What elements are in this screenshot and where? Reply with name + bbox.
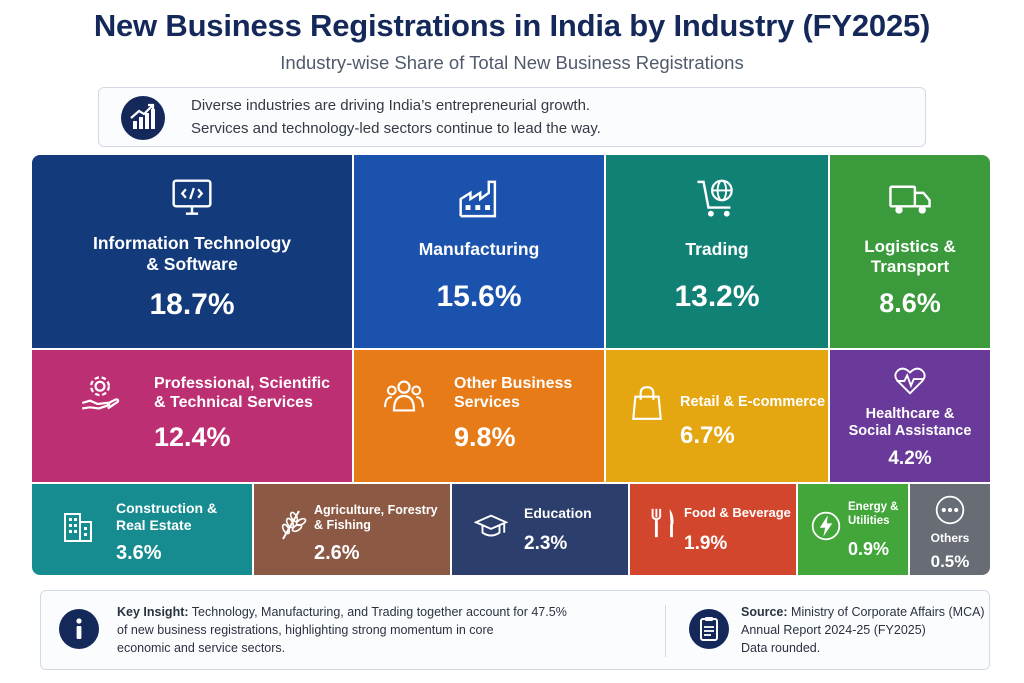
code-monitor-icon bbox=[170, 177, 214, 221]
tile-label: Information Technology & Software bbox=[32, 233, 352, 275]
tile-label: Retail & E-commerce bbox=[680, 394, 828, 411]
key-insight-line-2: of new business registrations, highlight… bbox=[117, 623, 494, 638]
tile-information-technology: Information Technology & Software 18.7% bbox=[32, 155, 352, 348]
tile-label: Other Business Services bbox=[454, 374, 604, 412]
tile-value: 2.3% bbox=[524, 533, 568, 554]
key-insight-line-3: economic and service sectors. bbox=[117, 641, 286, 656]
clipboard-icon bbox=[689, 609, 729, 649]
tile-label-line: Real Estate bbox=[116, 516, 192, 533]
tile-label-line: Trading bbox=[685, 239, 749, 259]
tile-education: Education 2.3% bbox=[452, 484, 628, 575]
tile-label: Others bbox=[910, 531, 990, 545]
tile-label-line: Services bbox=[454, 394, 520, 412]
tile-value: 6.7% bbox=[680, 422, 735, 449]
tile-label-line: & Software bbox=[146, 254, 238, 274]
tile-value: 8.6% bbox=[879, 288, 941, 318]
tile-healthcare: Healthcare & Social Assistance 4.2% bbox=[830, 350, 990, 482]
tile-value: 18.7% bbox=[149, 288, 235, 321]
intro-line-1: Diverse industries are driving India’s e… bbox=[191, 97, 591, 114]
truck-icon bbox=[888, 177, 932, 221]
tile-label-line: Information Technology bbox=[92, 233, 291, 253]
footer-divider bbox=[665, 605, 666, 657]
key-insight-label: Key Insight: bbox=[117, 605, 189, 619]
tile-label-line: Transport bbox=[870, 257, 950, 277]
tile-retail: Retail & E-commerce 6.7% bbox=[606, 350, 828, 482]
tile-label: Trading bbox=[606, 239, 828, 260]
source-line-1: Ministry of Corporate Affairs (MCA) bbox=[791, 605, 985, 619]
tile-label: Manufacturing bbox=[354, 239, 604, 260]
tile-agriculture: Agriculture, Forestry & Fishing 2.6% bbox=[254, 484, 450, 575]
tile-value: 12.4% bbox=[154, 422, 231, 452]
source-text: Source: Ministry of Corporate Affairs (M… bbox=[741, 603, 986, 657]
tile-label-line: Construction & bbox=[116, 500, 218, 516]
tile-label: Education bbox=[524, 505, 628, 522]
shopping-bag-icon bbox=[628, 384, 666, 422]
tile-label: Agriculture, Forestry & Fishing bbox=[314, 503, 450, 533]
people-group-icon bbox=[384, 376, 424, 416]
tile-label-line: Energy & bbox=[848, 501, 899, 513]
graduation-cap-icon bbox=[474, 510, 508, 544]
tile-label: Healthcare & Social Assistance bbox=[830, 406, 990, 441]
tile-others: Others 0.5% bbox=[910, 484, 990, 575]
tile-label-line: Education bbox=[524, 505, 592, 521]
tile-label: Energy & Utilities bbox=[848, 501, 908, 529]
fork-knife-icon bbox=[646, 506, 680, 540]
tile-other-business-services: Other Business Services 9.8% bbox=[354, 350, 604, 482]
tile-label-line: & Fishing bbox=[314, 518, 371, 532]
tile-label-line: Healthcare & bbox=[865, 406, 955, 422]
gear-hand-icon bbox=[80, 374, 120, 414]
tile-label: Food & Beverage bbox=[684, 505, 796, 521]
more-dots-icon bbox=[934, 494, 966, 526]
tile-value: 4.2% bbox=[888, 448, 932, 469]
building-icon bbox=[60, 508, 96, 544]
tile-energy: Energy & Utilities 0.9% bbox=[798, 484, 908, 575]
tile-value: 1.9% bbox=[684, 533, 728, 554]
tile-label: Logistics & Transport bbox=[830, 237, 990, 278]
source-line-2: Annual Report 2024-25 (FY2025) bbox=[741, 623, 926, 638]
heart-pulse-icon bbox=[893, 364, 927, 398]
tile-logistics: Logistics & Transport 8.6% bbox=[830, 155, 990, 348]
tile-label-line: Other Business bbox=[454, 375, 573, 392]
growth-chart-icon bbox=[121, 96, 165, 140]
intro-banner: Diverse industries are driving India’s e… bbox=[98, 87, 926, 147]
page-title: New Business Registrations in India by I… bbox=[93, 8, 931, 43]
footer-panel: Key Insight: Technology, Manufacturing, … bbox=[40, 590, 990, 670]
tile-label: Professional, Scientific & Technical Serv… bbox=[154, 374, 344, 412]
tile-construction: Construction & Real Estate 3.6% bbox=[32, 484, 252, 575]
source-label: Source: bbox=[741, 605, 788, 619]
tile-manufacturing: Manufacturing 15.6% bbox=[354, 155, 604, 348]
tile-value: 13.2% bbox=[674, 280, 760, 313]
wheat-icon bbox=[274, 506, 310, 542]
tile-label-line: Agriculture, Forestry bbox=[314, 503, 438, 517]
tile-food-beverage: Food & Beverage 1.9% bbox=[630, 484, 796, 575]
factory-icon bbox=[457, 177, 501, 221]
tile-professional-services: Professional, Scientific & Technical Serv… bbox=[32, 350, 352, 482]
tile-label-line: Logistics & bbox=[864, 237, 956, 256]
tile-value: 15.6% bbox=[436, 280, 522, 313]
key-insight-line-1: Technology, Manufacturing, and Trading t… bbox=[191, 605, 567, 619]
page-subtitle: Industry-wise Share of Total New Busines… bbox=[280, 52, 744, 73]
tile-label-line: Food & Beverage bbox=[684, 505, 791, 520]
intro-line-2: Services and technology-led sectors cont… bbox=[191, 120, 601, 137]
tile-value: 9.8% bbox=[454, 422, 516, 452]
tile-label-line: & Technical Services bbox=[154, 394, 313, 412]
globe-cart-icon bbox=[695, 177, 739, 221]
tile-label-line: Manufacturing bbox=[418, 239, 540, 259]
tile-label-line: Retail & E-commerce bbox=[680, 394, 826, 410]
tile-label: Construction & Real Estate bbox=[116, 500, 252, 534]
source-line-3: Data rounded. bbox=[741, 641, 821, 656]
tile-value: 3.6% bbox=[116, 542, 162, 564]
tile-label-line: Utilities bbox=[848, 514, 890, 527]
tile-value: 2.6% bbox=[314, 542, 360, 564]
key-insight-text: Key Insight: Technology, Manufacturing, … bbox=[117, 603, 657, 657]
industry-treemap: Information Technology & Software 18.7% Man… bbox=[32, 155, 990, 575]
tile-value: 0.9% bbox=[848, 539, 890, 559]
tile-label-line: Social Assistance bbox=[848, 423, 972, 440]
tile-label-line: Others bbox=[930, 531, 970, 545]
lightning-icon bbox=[810, 510, 842, 542]
tile-trading: Trading 13.2% bbox=[606, 155, 828, 348]
tile-value: 0.5% bbox=[930, 552, 970, 571]
info-icon bbox=[59, 609, 99, 649]
tile-label-line: Professional, Scientific bbox=[154, 375, 331, 392]
